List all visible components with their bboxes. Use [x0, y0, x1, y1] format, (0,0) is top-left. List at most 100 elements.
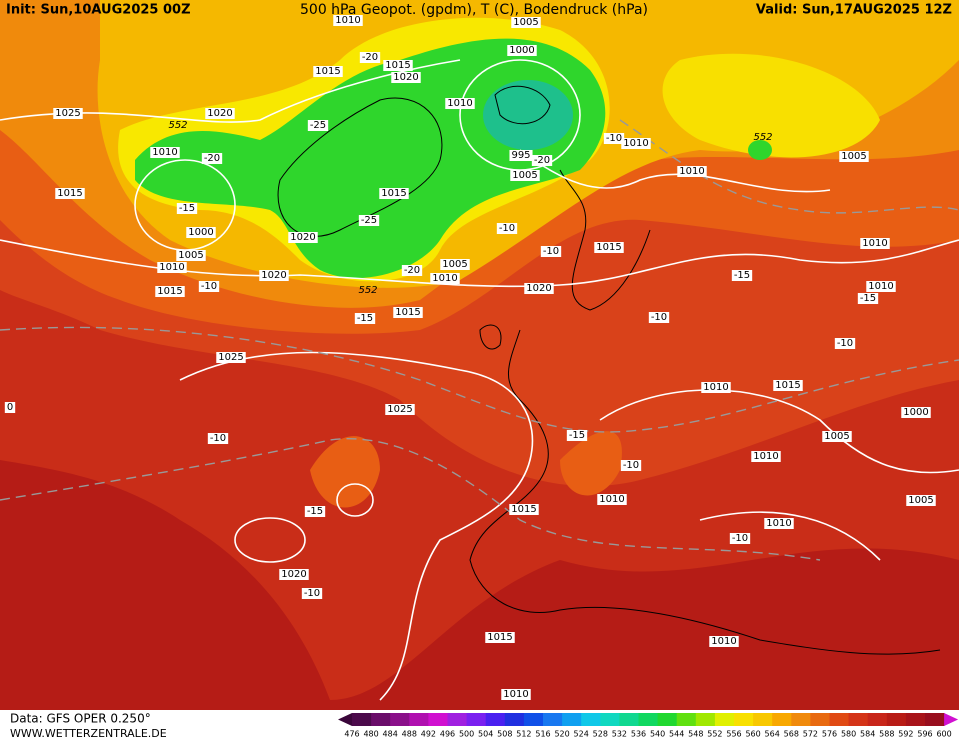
isobar-label-box	[385, 404, 415, 415]
isobar-label-box	[509, 504, 539, 515]
scale-label: 592	[898, 730, 913, 739]
scale-cell	[371, 713, 391, 726]
isobar-label-box	[279, 569, 309, 580]
isobar-label-box	[751, 451, 781, 462]
isobar-label-box	[445, 98, 475, 109]
isobar-label: 1010	[703, 382, 728, 393]
scale-cell	[409, 713, 429, 726]
isobar-label-box	[901, 407, 931, 418]
isobar-label: 1010	[335, 15, 360, 26]
isobar-label: 1010	[868, 281, 893, 292]
temperature-label: -15	[179, 203, 195, 214]
isobar-label: 1015	[596, 242, 621, 253]
scale-cell	[543, 713, 563, 726]
isobar-label: 1005	[513, 17, 538, 28]
scale-label: 476	[344, 730, 359, 739]
temperature-label-box	[834, 338, 856, 349]
scale-cell	[714, 713, 735, 726]
isobar-label-box	[216, 352, 246, 363]
isobar-label-box	[822, 431, 852, 442]
isobar-label: 1015	[57, 188, 82, 199]
isobar-label: 1010	[679, 166, 704, 177]
isobar-label: 1010	[753, 451, 778, 462]
isobar-label-box	[485, 632, 515, 643]
scale-cell	[581, 713, 601, 726]
isobar-label: 1015	[511, 504, 536, 515]
isobar-label-box	[764, 518, 794, 529]
color-scale: 476 480 484 488 492 496 500 504 508 512 516 520 524 5…	[338, 713, 959, 739]
scale-label: 596	[917, 730, 932, 739]
scale-label: 580	[841, 730, 856, 739]
isobar-label: 1010	[623, 138, 648, 149]
isobar-label-box	[55, 188, 85, 199]
isobar-label: 995	[511, 150, 530, 161]
temperature-label: -15	[357, 313, 373, 324]
isobar-label: 1020	[290, 232, 315, 243]
temperature-label-box	[401, 265, 423, 276]
isobar-label-box	[860, 238, 890, 249]
isobar-label-box	[524, 283, 554, 294]
temperature-label-box	[307, 120, 329, 131]
temperature-label: -15	[307, 506, 323, 517]
temperature-label: -10	[543, 246, 559, 257]
map-title: 500 hPa Geopot. (gpdm), T (C), Bodendruc…	[300, 2, 648, 18]
isobar-label-box	[509, 150, 533, 161]
isobar-label-box	[906, 495, 936, 506]
temperature-label-box	[566, 430, 588, 441]
isobar-label-box	[430, 273, 460, 284]
temperature-label: -10	[732, 533, 748, 544]
scale-cell	[504, 713, 525, 726]
isobar-label: 1015	[395, 307, 420, 318]
scale-label: 576	[822, 730, 837, 739]
scale-cell	[390, 713, 410, 726]
temperature-label-box	[496, 223, 518, 234]
temperature-label-box	[201, 153, 223, 164]
isobar-label: 1010	[862, 238, 887, 249]
site: WWW.WETTERZENTRALE.DE	[10, 727, 167, 740]
scale-label: 484	[383, 730, 398, 739]
isobar-label: 1025	[218, 352, 243, 363]
isobar-label-box	[259, 270, 289, 281]
isobar-label-box	[150, 147, 180, 158]
scale-cell	[466, 713, 487, 726]
isobar-label: 1020	[393, 72, 418, 83]
isobar-label-box	[383, 60, 413, 71]
scale-label: 544	[669, 730, 684, 739]
temperature-label-box	[603, 133, 625, 144]
isobar-label-box	[677, 166, 707, 177]
data-source: Data: GFS OPER 0.250°	[10, 712, 151, 726]
scale-label: 572	[803, 730, 818, 739]
temperature-label-box	[620, 460, 642, 471]
scale-cell	[485, 713, 506, 726]
temperature-label: -20	[204, 153, 220, 164]
isobar-label: 1015	[385, 60, 410, 71]
isobar-label: 1015	[775, 380, 800, 391]
isobar-label-box	[313, 66, 343, 77]
temperature-label-box	[729, 533, 751, 544]
isotherms	[0, 119, 959, 561]
temperature-label: -10	[651, 312, 667, 323]
temperature-label-box	[4, 402, 16, 413]
isobar-label: 1000	[188, 227, 213, 238]
temperature-label-box	[176, 203, 198, 214]
scale-label: 532	[612, 730, 627, 739]
scale-label: 500	[459, 730, 474, 739]
temperature-label-box	[358, 215, 380, 226]
isobar-label: 1010	[711, 636, 736, 647]
isobar-label: 1005	[841, 151, 866, 162]
temperature-label: -25	[361, 215, 377, 226]
isobar-label: 1005	[442, 259, 467, 270]
isobar-label-box	[597, 494, 627, 505]
temperature-label: -15	[734, 270, 750, 281]
scale-arrow	[338, 713, 352, 726]
isobar-label-box	[510, 170, 540, 181]
isobar-label: 1010	[432, 273, 457, 284]
temperature-label: -10	[210, 433, 226, 444]
scale-label: 600	[936, 730, 951, 739]
scale-cell	[734, 713, 754, 726]
temperature-label: -20	[362, 52, 378, 63]
scale-cell	[428, 713, 448, 726]
temperature-label: -15	[569, 430, 585, 441]
scale-label: 528	[593, 730, 608, 739]
isobar-label: 1010	[152, 147, 177, 158]
